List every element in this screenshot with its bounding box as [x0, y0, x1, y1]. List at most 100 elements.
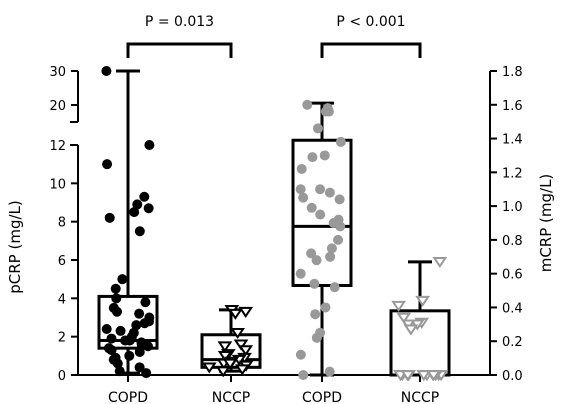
data-point [140, 297, 151, 308]
left-axis-tick-label: 20 [49, 99, 66, 114]
data-point [333, 234, 344, 245]
data-point [238, 345, 254, 357]
data-point [309, 278, 320, 289]
significance-bracket: P < 0.001 [320, 14, 422, 58]
data-point [416, 370, 432, 382]
data-point [307, 152, 318, 163]
data-point [106, 345, 117, 356]
data-point [391, 300, 407, 312]
left-axis-tick-label: 2 [58, 331, 66, 346]
box-group-nccp-right [389, 256, 451, 382]
significance-bracket: P = 0.013 [126, 14, 233, 58]
data-point [217, 350, 233, 363]
data-point [415, 295, 431, 307]
data-point [142, 341, 153, 352]
left-axis-tick-label: 10 [49, 177, 66, 192]
data-point [141, 368, 152, 379]
left-axis-tick-label: 6 [58, 254, 66, 269]
data-point [315, 184, 326, 195]
left-axis-tick-label: 30 [49, 65, 66, 80]
right-axis-tick-label: 1.6 [502, 99, 523, 114]
data-point [217, 341, 233, 353]
p-value-label: P < 0.001 [336, 14, 405, 30]
data-point [114, 366, 125, 377]
data-point [295, 349, 306, 360]
data-point [302, 99, 313, 110]
data-point [320, 302, 331, 313]
data-point [111, 293, 122, 304]
data-point [320, 106, 331, 117]
data-point [335, 221, 346, 232]
right-axis-tick-label: 1.4 [502, 133, 523, 148]
bracket-line [320, 42, 422, 58]
x-axis-category-label: NCCP [401, 390, 439, 404]
data-point [432, 256, 448, 269]
data-point [124, 350, 135, 361]
data-point [134, 362, 145, 373]
data-point [102, 159, 113, 170]
x-axis-category-label: NCCP [212, 390, 250, 404]
bracket-line [126, 42, 233, 58]
data-point [134, 308, 145, 319]
data-point [319, 150, 330, 161]
data-point [115, 325, 126, 336]
left-axis-tick-label: 8 [58, 216, 66, 231]
right-axis-tick-label: 0.4 [502, 301, 523, 316]
left-axis-title: pCRP (mg/L) [6, 200, 24, 293]
data-point [295, 268, 306, 279]
box-iqr [97, 294, 159, 350]
data-point [426, 370, 441, 382]
right-axis-tick-label: 0.8 [502, 234, 523, 249]
data-point [310, 309, 321, 320]
data-point [120, 335, 131, 346]
data-point [131, 320, 142, 331]
data-point [306, 248, 317, 259]
data-point [335, 136, 346, 147]
box-group-copd-right [291, 99, 353, 380]
data-point [215, 366, 231, 378]
data-point [230, 327, 245, 340]
data-point [134, 226, 145, 237]
data-point [315, 209, 326, 220]
axes: 0 2 4 6 8 10 12 20 30 0.0 0.2 0.4 0.6 0.8 1.0 1.2 1.4 1.6… [49, 65, 522, 404]
plot-area: P = 0.013 P < 0.001 [97, 14, 451, 382]
data-point [324, 187, 335, 198]
data-point [296, 163, 307, 174]
data-point [298, 370, 309, 380]
data-point [396, 312, 412, 324]
data-point [403, 324, 419, 336]
data-point [400, 370, 416, 382]
data-point [234, 364, 250, 376]
data-point [112, 306, 123, 317]
data-point [233, 339, 249, 351]
data-point [311, 255, 322, 266]
left-axis-tick-label: 12 [49, 139, 66, 154]
x-axis-category-label: COPD [302, 390, 342, 404]
data-point [201, 362, 217, 374]
data-point [139, 318, 150, 329]
data-point [329, 282, 340, 293]
data-point [106, 333, 117, 344]
data-point [143, 203, 154, 214]
data-point [325, 251, 336, 262]
data-point [306, 202, 317, 213]
right-axis-tick-label: 0.6 [502, 268, 523, 283]
data-point [222, 358, 238, 370]
data-point [139, 191, 150, 202]
data-point [101, 324, 112, 334]
data-point [132, 199, 143, 210]
right-axis-tick-label: 0.0 [502, 369, 523, 384]
data-point [324, 366, 335, 377]
data-point [295, 184, 306, 195]
right-axis-tick-label: 0.2 [502, 335, 523, 350]
data-point [117, 274, 128, 285]
right-axis-tick-label: 1.2 [502, 166, 523, 181]
p-value-label: P = 0.013 [145, 14, 214, 30]
data-point [334, 194, 345, 205]
box-group-nccp-left [200, 304, 262, 378]
box-group-copd-left [97, 66, 159, 379]
data-point [110, 283, 121, 294]
x-axis-category-label: COPD [108, 390, 148, 404]
data-point [144, 140, 155, 150]
left-axis-tick-label: 0 [58, 369, 66, 384]
